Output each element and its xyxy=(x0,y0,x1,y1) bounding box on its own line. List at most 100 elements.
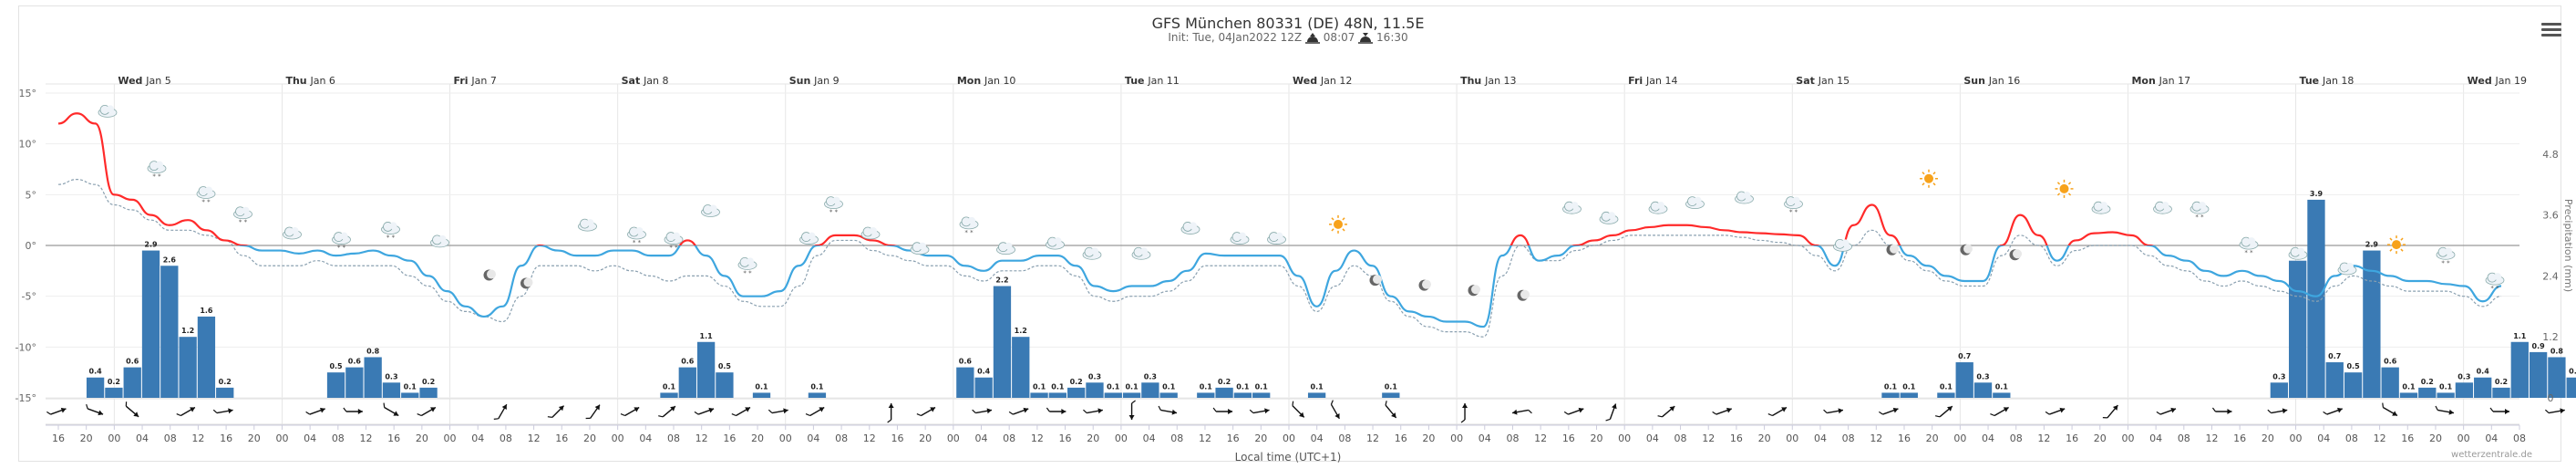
precip-value-label: 0.7 xyxy=(2328,352,2341,360)
sunset-time: 16:30 xyxy=(1376,31,1408,44)
x-tick-label: 16 xyxy=(2066,433,2078,444)
sun-icon xyxy=(2055,179,2074,198)
wind-arrow-icon xyxy=(1563,407,1584,415)
x-tick-label: 00 xyxy=(275,433,288,444)
precip-bar xyxy=(141,250,160,398)
precip-value-label: 2.2 xyxy=(995,276,1008,285)
precip-bar xyxy=(1012,337,1030,398)
x-tick-label: 04 xyxy=(1479,433,1491,444)
precip-value-label: 0.5 xyxy=(2346,362,2360,370)
precip-bar xyxy=(105,387,123,398)
precip-value-label: 0.9 xyxy=(2532,342,2546,350)
sun-icon xyxy=(1329,214,1347,234)
cloud-icon xyxy=(1230,232,1250,245)
x-tick-label: 12 xyxy=(2206,433,2219,444)
wind-arrow-icon xyxy=(1712,407,1732,415)
wind-arrow-icon xyxy=(1128,400,1136,420)
sunrise-icon xyxy=(1304,32,1320,44)
sunrise-time: 08:07 xyxy=(1323,31,1355,44)
precip-value-label: 0.1 xyxy=(1033,382,1046,391)
cloud-snow-icon: * * xyxy=(627,226,646,246)
wind-arrow-icon xyxy=(1990,406,2009,417)
x-tick-label: 20 xyxy=(80,433,93,444)
cloud-icon xyxy=(2153,201,2172,214)
svg-text:* *: * * xyxy=(1789,209,1798,216)
y-tick-label: -5° xyxy=(22,291,36,303)
svg-text:* *: * * xyxy=(386,234,396,241)
svg-text:* *: * * xyxy=(337,245,346,252)
x-tick-label: 08 xyxy=(2345,433,2358,444)
precip-value-label: 1.1 xyxy=(2513,332,2527,340)
chart-frame xyxy=(18,5,2561,462)
cloud-snow-icon: * * xyxy=(233,206,252,226)
wind-arrow-icon xyxy=(1249,408,1270,414)
x-tick-label: 04 xyxy=(2317,433,2330,444)
x-tick-label: 04 xyxy=(1814,433,1827,444)
cloud-icon xyxy=(283,226,302,240)
precip-bar xyxy=(716,372,734,398)
cloud-snow-icon: * * xyxy=(196,186,216,205)
precip-bar xyxy=(160,266,179,398)
precip-value-label: 0.1 xyxy=(810,382,824,391)
x-tick-label: 04 xyxy=(1143,433,1156,444)
x-tick-label: 08 xyxy=(1170,433,1183,444)
x-tick-label: 08 xyxy=(1842,433,1855,444)
credit-text: wetterzentrale.de xyxy=(2451,450,2532,460)
x-tick-label: 12 xyxy=(696,433,708,444)
x-tick-label: 12 xyxy=(360,433,373,444)
wind-arrow-icon xyxy=(1823,408,1844,414)
precip-value-label: 0.3 xyxy=(2272,372,2285,380)
precip-bar xyxy=(419,387,438,398)
wind-arrow-icon xyxy=(343,407,363,414)
precip-bar xyxy=(123,367,141,398)
x-tick-label: 00 xyxy=(2290,433,2303,444)
x-tick-label: 00 xyxy=(1953,433,1966,444)
x-tick-label: 20 xyxy=(1422,433,1435,444)
wind-arrow-icon xyxy=(1158,405,1178,415)
x-tick-label: 04 xyxy=(1311,433,1324,444)
svg-text:* *: * * xyxy=(2490,285,2499,292)
day-label: Tue Jan 18 xyxy=(2300,75,2354,87)
precip-value-label: 0.1 xyxy=(1385,382,1398,391)
precip-value-label: 1.2 xyxy=(181,327,194,335)
x-tick-label: 00 xyxy=(444,433,457,444)
precip-bar xyxy=(974,377,993,398)
x-tick-label: 16 xyxy=(1395,433,1407,444)
y2-tick-label: 0 xyxy=(2548,392,2554,404)
day-label: Mon Jan 10 xyxy=(957,75,1016,87)
precip-value-label: 0.1 xyxy=(755,382,768,391)
x-tick-label: 16 xyxy=(1562,433,1575,444)
cloud-icon xyxy=(1082,246,1102,260)
precip-bar xyxy=(2529,351,2548,398)
precip-bar xyxy=(1215,387,1233,398)
moon-icon xyxy=(1517,289,1530,301)
precip-bar xyxy=(2325,362,2344,398)
x-tick-label: 20 xyxy=(2094,433,2107,444)
cloud-icon xyxy=(2288,246,2308,260)
cloud-icon xyxy=(910,242,930,255)
day-label: Sun Jan 9 xyxy=(789,75,840,87)
x-tick-label: 00 xyxy=(612,433,624,444)
x-tick-label: 00 xyxy=(779,433,792,444)
wind-arrow-icon xyxy=(383,402,399,417)
x-tick-label: 12 xyxy=(191,433,204,444)
precip-value-label: 2.6 xyxy=(163,255,177,264)
moon-icon xyxy=(1369,275,1382,287)
chart-subtitle: Init: Tue, 04Jan2022 12Z 08:07 16:30 xyxy=(0,31,2576,44)
x-tick-label: 16 xyxy=(387,433,400,444)
svg-text:* *: * * xyxy=(669,245,678,252)
day-label: Tue Jan 11 xyxy=(1125,75,1180,87)
precip-bar xyxy=(2270,382,2289,398)
x-tick-label: 16 xyxy=(891,433,903,444)
precip-bar xyxy=(2289,260,2307,398)
precip-bar xyxy=(382,382,401,398)
svg-text:* *: * * xyxy=(2441,259,2450,266)
precip-bar xyxy=(2455,382,2474,398)
precip-value-label: 0.1 xyxy=(663,382,676,391)
precip-value-label: 0.1 xyxy=(1162,382,1176,391)
precip-value-label: 0.6 xyxy=(126,358,139,366)
chart-menu-button[interactable] xyxy=(2541,20,2561,36)
precip-value-label: 1.2 xyxy=(1015,327,1027,335)
y-tick-label: 5° xyxy=(26,189,37,201)
precip-bar xyxy=(993,286,1012,398)
